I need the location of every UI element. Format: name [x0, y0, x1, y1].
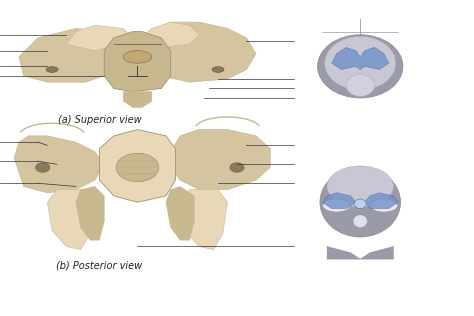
Polygon shape: [142, 22, 199, 47]
Polygon shape: [322, 193, 356, 209]
Polygon shape: [14, 136, 104, 193]
Polygon shape: [47, 190, 95, 250]
Polygon shape: [166, 186, 194, 240]
Ellipse shape: [123, 51, 152, 63]
Ellipse shape: [116, 153, 159, 182]
Polygon shape: [365, 193, 398, 209]
Ellipse shape: [36, 163, 50, 172]
Ellipse shape: [354, 199, 366, 209]
Polygon shape: [66, 25, 133, 51]
Polygon shape: [100, 130, 175, 202]
Ellipse shape: [323, 199, 350, 212]
Ellipse shape: [325, 36, 396, 90]
Text: (a) Superior view: (a) Superior view: [58, 115, 141, 125]
Polygon shape: [180, 190, 228, 250]
Polygon shape: [360, 246, 393, 259]
Polygon shape: [19, 28, 123, 82]
Ellipse shape: [46, 67, 58, 72]
Polygon shape: [104, 32, 171, 92]
Ellipse shape: [370, 199, 398, 212]
Ellipse shape: [346, 74, 374, 96]
Polygon shape: [332, 47, 389, 70]
Polygon shape: [142, 22, 256, 82]
Ellipse shape: [353, 215, 367, 228]
Ellipse shape: [327, 166, 393, 207]
Polygon shape: [327, 246, 360, 259]
Ellipse shape: [318, 35, 403, 98]
Ellipse shape: [320, 167, 401, 237]
Ellipse shape: [212, 67, 224, 72]
Ellipse shape: [230, 163, 244, 172]
Polygon shape: [171, 130, 270, 190]
Polygon shape: [76, 186, 104, 240]
Text: (b) Posterior view: (b) Posterior view: [56, 261, 143, 271]
Polygon shape: [123, 92, 152, 107]
